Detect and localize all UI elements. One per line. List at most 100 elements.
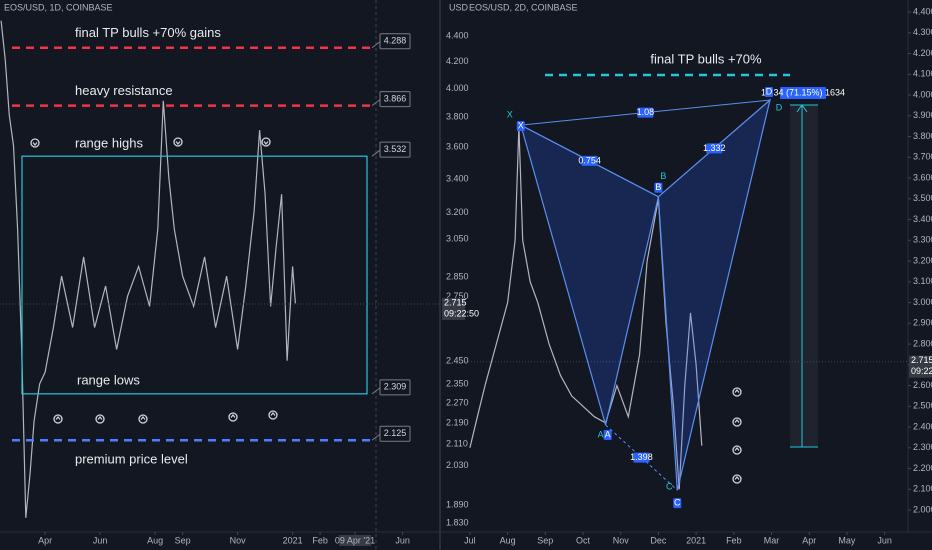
measure-text: 1.634 (71.15%) 1634: [761, 87, 845, 97]
signal-icon: [261, 137, 271, 147]
x-tick-label: 2021: [283, 535, 303, 545]
y-tick-label: 3.100: [913, 276, 932, 286]
level-text: range lows: [77, 372, 140, 387]
tag-leader: [371, 387, 381, 395]
pattern-point-label: A: [605, 429, 611, 439]
signal-icon: [732, 474, 742, 484]
x-tick-label: Sep: [175, 535, 191, 545]
x-tick-label: Apr: [38, 535, 52, 545]
symbol: EOS/USD, 1D, COINBASE: [4, 2, 113, 12]
y2-tick-label: 4.000: [446, 83, 469, 93]
price-tag: [379, 379, 411, 396]
signal-arrow: [97, 416, 103, 420]
y-tick-label: 3.900: [913, 110, 932, 120]
x-tick-label: Mar: [764, 535, 780, 545]
signal-icon: [732, 417, 742, 427]
y-tick-label: 4.000: [913, 89, 932, 99]
x-tick-label: Aug: [147, 535, 163, 545]
x-tick-label: 2021: [686, 535, 706, 545]
x-tick-label: Apr: [802, 535, 816, 545]
last-price-time: 09:22:50: [911, 366, 932, 376]
y2-tick-label: 2.270: [446, 398, 469, 408]
tag-leader: [371, 41, 381, 49]
y2-tick-label: 2.110: [446, 438, 468, 448]
y-tick-label: 4.400: [913, 6, 932, 16]
price-tag-label: 2.125: [384, 428, 407, 438]
y2-tick-label: 4.400: [446, 30, 469, 40]
y-tick-label: 4.100: [913, 69, 932, 79]
measure-box: [780, 87, 826, 99]
time-tag: [339, 535, 372, 546]
y-tick-label: 3.800: [913, 131, 932, 141]
price-tag: [379, 425, 411, 442]
y2-tick-label: 2.850: [446, 271, 469, 281]
y2-tick-label: 2.450: [446, 355, 469, 365]
symbol: EOS/USD, 2D, COINBASE: [469, 2, 578, 12]
signal-icon: [53, 414, 63, 424]
tag-leader: [371, 99, 381, 107]
pattern-letter: X: [507, 110, 513, 120]
pattern-letter: D: [776, 102, 783, 112]
price-tag: [379, 91, 411, 108]
x-tick-label: 09 Apr '21: [335, 535, 375, 545]
x-tick-label: Dec: [650, 535, 667, 545]
price-line: [469, 126, 703, 490]
level-text: heavy resistance: [75, 83, 173, 98]
signal-arrow: [734, 447, 740, 451]
x-tick-label: Sep: [537, 535, 553, 545]
y2-tick-label: 2.750: [446, 291, 469, 301]
pattern-letter: B: [660, 171, 666, 181]
pattern-point: [603, 429, 612, 440]
pattern-point: [516, 121, 525, 132]
pattern-point-label: D: [766, 86, 773, 96]
target-text: final TP bulls +70%: [650, 51, 762, 66]
y2-tick-label: 1.890: [446, 499, 469, 509]
signal-icon: [732, 387, 742, 397]
last-price-label: 2.715: [911, 355, 932, 365]
x-tick-label: Jul: [464, 535, 476, 545]
y2-tick-label: 4.200: [446, 56, 469, 66]
y2-tick-label: 1.830: [446, 517, 469, 527]
pattern-point-label: X: [518, 121, 524, 131]
x-tick-label: Aug: [500, 535, 516, 545]
signal-arrow: [175, 141, 181, 145]
y-tick-label: 2.300: [913, 442, 932, 452]
y2-tick-label: 2.030: [446, 460, 469, 470]
signal-icon: [228, 412, 238, 422]
y-tick-label: 3.500: [913, 193, 932, 203]
last-price-time: 09:22:50: [444, 308, 479, 318]
price-tag-label: 3.866: [384, 94, 407, 104]
y-tick-label: 3.600: [913, 172, 932, 182]
signal-arrow: [55, 416, 61, 420]
level-text: final TP bulls +70% gains: [75, 25, 221, 40]
y2-tick-label: 3.800: [446, 112, 469, 122]
y-tick-label: 2.600: [913, 380, 932, 390]
ratio-label: 1.332: [703, 143, 726, 153]
y-tick-label: 4.200: [913, 48, 932, 58]
pattern-point-label: C: [674, 498, 681, 508]
signal-icon: [173, 137, 183, 147]
pattern-point: [765, 87, 774, 98]
signal-icon: [732, 445, 742, 455]
pattern-point: [673, 498, 682, 509]
price-tag-label: 3.532: [384, 144, 407, 154]
signal-arrow: [263, 141, 269, 145]
ratio-box: [637, 107, 654, 118]
price-tag: [379, 33, 411, 50]
currency: USD: [449, 2, 469, 12]
x-tick-label: Nov: [230, 535, 247, 545]
price-tag-label: 2.309: [384, 382, 407, 392]
y-tick-label: 2.000: [913, 504, 932, 514]
last-price-label: 2.715: [444, 297, 467, 307]
ratio-box: [706, 143, 723, 154]
range-box: [21, 155, 368, 395]
ratio-label: 0.754: [578, 155, 601, 165]
y-tick-label: 2.500: [913, 401, 932, 411]
signal-icon: [30, 138, 40, 148]
x-tick-label: Jun: [395, 535, 410, 545]
signal-icon: [138, 414, 148, 424]
tag-leader: [371, 433, 381, 441]
x-tick-label: May: [838, 535, 856, 545]
